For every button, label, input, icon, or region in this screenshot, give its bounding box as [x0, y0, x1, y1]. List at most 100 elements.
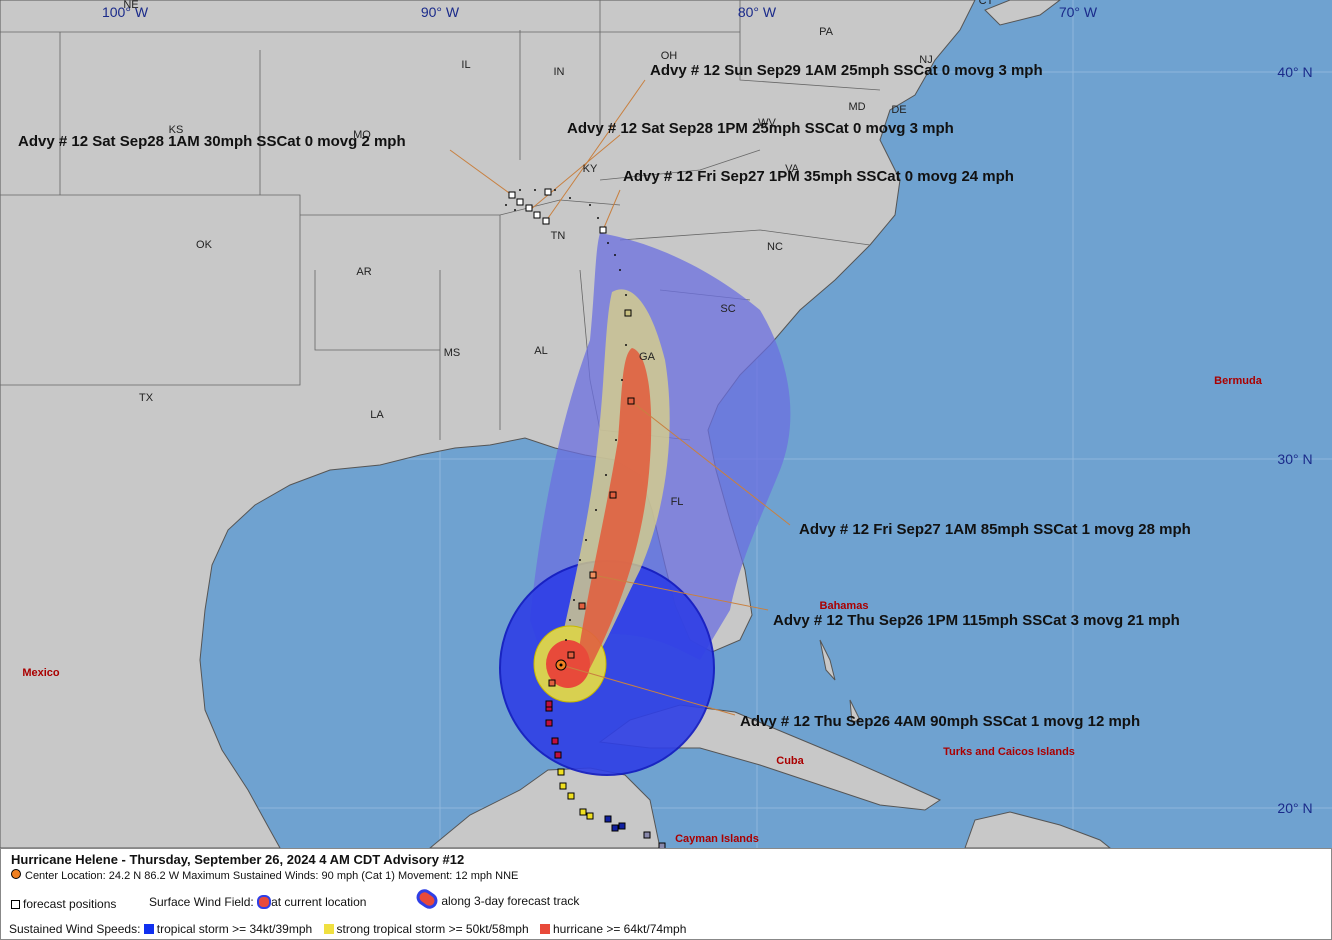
track-point [559, 782, 567, 790]
longitude-label: 70° W [1059, 4, 1098, 20]
longitude-label: 100° W [102, 4, 149, 20]
state-label: TN [551, 230, 566, 242]
track-point [557, 768, 565, 776]
advisory-leaders [449, 79, 791, 716]
track-point [586, 812, 594, 820]
track-point [544, 188, 552, 196]
track-point [618, 822, 626, 830]
state-label: OK [196, 239, 213, 251]
advisory-label: Advy # 12 Fri Sep27 1PM 35mph SSCat 0 mo… [623, 168, 1014, 185]
track-point [548, 679, 556, 687]
land-bahamas [819, 639, 861, 723]
track-dot [625, 294, 627, 296]
track-point [604, 815, 612, 823]
sts-text: strong tropical storm >= 50kt/58mph [336, 922, 529, 936]
ts-text: tropical storm >= 34kt/39mph [156, 922, 313, 936]
track-dot [565, 639, 567, 641]
state-label: GA [639, 351, 656, 363]
hu-swatch [539, 924, 550, 934]
state-label: LA [370, 409, 384, 421]
place-label: Cuba [776, 755, 804, 767]
place-label: Bahamas [820, 600, 869, 612]
track-point [567, 792, 575, 800]
longitude-label: 80° W [738, 4, 777, 20]
state-label: SC [720, 303, 735, 315]
track [505, 188, 666, 850]
track-dot [597, 217, 599, 219]
advisory-label: Advy # 12 Sat Sep28 1PM 25mph SSCat 0 mo… [567, 120, 954, 137]
state-label: MS [444, 347, 461, 359]
track-point [609, 491, 617, 499]
current-icon [257, 895, 272, 909]
track-dot [573, 599, 575, 601]
track-point [578, 602, 586, 610]
track-text: along 3-day forecast track [441, 894, 580, 908]
track-point [627, 397, 635, 405]
track-dot [505, 204, 507, 206]
advisory-label: Advy # 12 Thu Sep26 1PM 115mph SSCat 3 m… [773, 612, 1180, 629]
track-point [542, 217, 550, 225]
track-dot [614, 254, 616, 256]
advisory-label: Advy # 12 Sun Sep29 1AM 25mph SSCat 0 mo… [650, 62, 1043, 79]
track-point [567, 651, 575, 659]
state-label: IL [461, 59, 470, 71]
storm-info: Center Location: 24.2 N 86.2 W Maximum S… [11, 869, 518, 882]
track-dot [534, 189, 536, 191]
wind-field [499, 233, 791, 776]
labels: 100° W 90° W 80° W 70° W 40° N 30° N 20° N NE IL… [18, 0, 1313, 845]
track-point [599, 226, 607, 234]
track-point [554, 751, 562, 759]
track-point [611, 824, 619, 832]
track-point [545, 700, 553, 708]
state-label: AL [534, 345, 547, 357]
current-text: at current location [271, 895, 367, 909]
track-dot [569, 619, 571, 621]
track-point [545, 719, 553, 727]
state-label: MO [353, 129, 371, 141]
state-label: DE [891, 104, 906, 116]
storm-title: Hurricane Helene - Thursday, September 2… [11, 852, 465, 867]
state-label: AR [356, 266, 371, 278]
track-dot [621, 379, 623, 381]
place-label: Bermuda [1214, 375, 1263, 387]
state-label: KY [583, 163, 598, 175]
speeds-label: Sustained Wind Speeds: [9, 922, 141, 936]
state-label: VA [785, 163, 800, 175]
state-label: KS [169, 124, 184, 136]
state-label: TX [139, 392, 154, 404]
forecast-text: forecast positions [23, 897, 117, 911]
state-label: IN [554, 66, 565, 78]
sts-swatch [323, 924, 334, 934]
latitude-label: 30° N [1277, 451, 1312, 467]
forecast-icon [11, 900, 20, 909]
track-dot [579, 559, 581, 561]
advisory-label: Advy # 12 Sat Sep28 1AM 30mph SSCat 0 mo… [18, 133, 406, 150]
ts-swatch [143, 924, 154, 934]
state-label: CT [979, 0, 994, 7]
legend-track: along 3-day forecast track [413, 886, 580, 912]
state-label: NE [123, 0, 138, 11]
hu-text: hurricane >= 64kt/74mph [552, 922, 687, 936]
center-icon [11, 869, 21, 879]
track-point [589, 571, 597, 579]
wind-field-label: Surface Wind Field: [149, 895, 254, 909]
current-center-dot [559, 663, 563, 667]
latitude-label: 20° N [1277, 800, 1312, 816]
land-northeast [984, 0, 1061, 26]
advisory-label: Advy # 12 Thu Sep26 4AM 90mph SSCat 1 mo… [740, 713, 1140, 730]
track-dot [589, 204, 591, 206]
track-dot [554, 189, 556, 191]
track-dot [607, 242, 609, 244]
state-label: WV [758, 117, 776, 129]
place-label: Turks and Caicos Islands [943, 746, 1075, 758]
track-dot [569, 197, 571, 199]
track-point [516, 198, 524, 206]
track-point [525, 204, 533, 212]
track-dot [625, 344, 627, 346]
track-point [579, 808, 587, 816]
track-dot [585, 539, 587, 541]
legend-panel: Hurricane Helene - Thursday, September 2… [0, 848, 1332, 940]
track-dot [514, 209, 516, 211]
place-label: Cayman Islands [675, 833, 759, 845]
